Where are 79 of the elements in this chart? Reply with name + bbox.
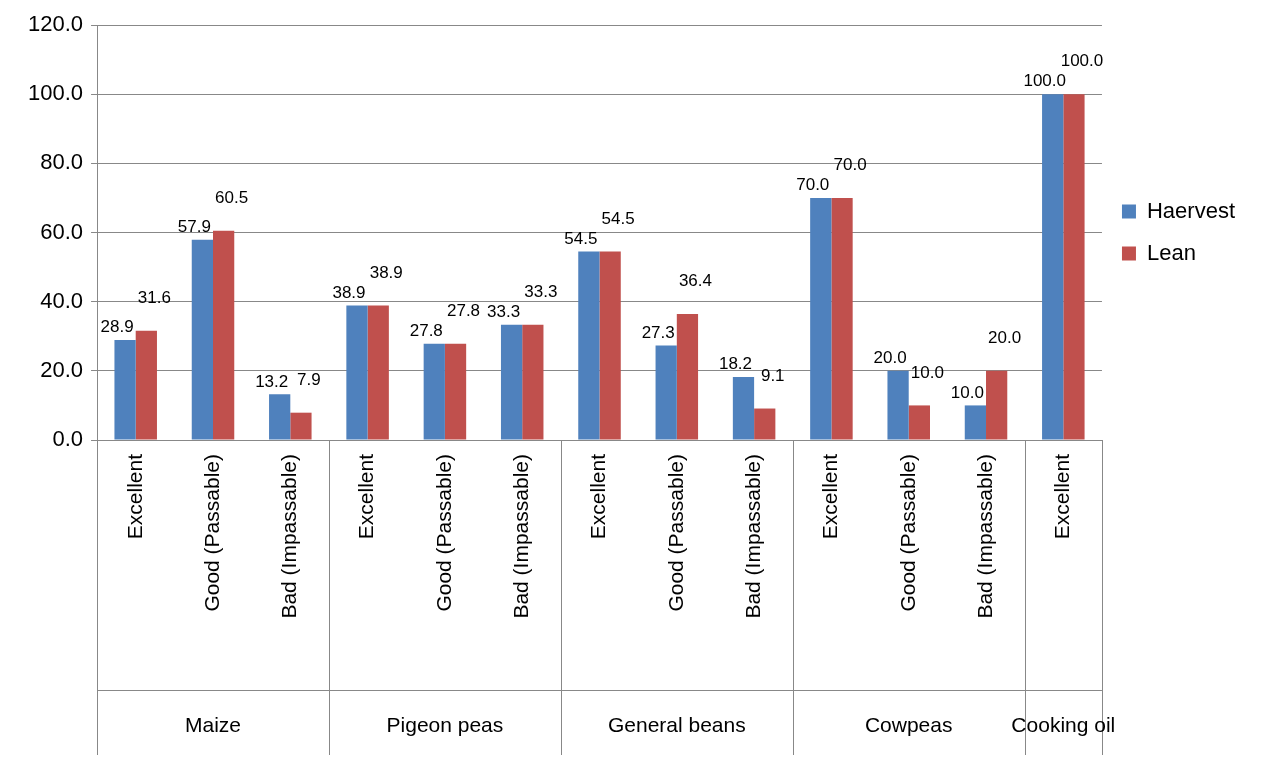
data-label: 100.0 [1023,71,1066,91]
data-label: 10.0 [910,362,944,382]
x-tick-label: Good (Passable) [199,454,223,612]
data-label: 20.0 [873,348,907,368]
data-label: 7.9 [297,369,321,389]
bar [831,197,853,440]
bar [986,370,1008,440]
text: Pigeon peas [386,712,504,736]
text: Cowpeas [864,712,953,736]
y-tick-label: 120.0 [27,11,84,37]
text: Cooking oil [1011,712,1116,736]
bar [135,330,157,440]
bar [578,251,600,440]
bar [500,324,523,440]
bar [964,405,987,440]
bar [908,405,930,440]
bar [522,324,544,440]
x-tick-label: Bad (Impassable) [509,454,533,619]
data-label: 9.1 [760,365,785,385]
x-tick-label: Bad (Impassable) [277,454,301,619]
y-tick-label: 60.0 [40,218,84,244]
text: General beans [607,712,746,736]
data-label: 33.3 [487,302,521,322]
legend-label: Haervest [1146,197,1236,223]
bar [810,197,832,440]
x-tick-label: Bad (Impassable) [740,454,764,619]
bar [213,230,235,440]
bar [655,345,677,440]
data-label: 20.0 [988,328,1022,348]
x-tick-label: Good (Passable) [431,454,455,612]
text: Maize [184,712,242,736]
x-tick-label: Good (Passable) [895,454,919,612]
data-label: 13.2 [255,371,289,391]
y-tick-label: 0.0 [52,426,84,452]
bar [191,239,214,440]
bar [599,251,621,440]
bar [114,340,136,440]
data-label: 54.5 [564,228,598,248]
x-tick-label: Bad (Impassable) [972,454,996,619]
data-label: 38.9 [332,282,366,302]
bar [423,343,445,440]
data-label: 57.9 [177,216,211,236]
bar [346,305,368,440]
bar [290,412,312,440]
data-label: 100.0 [1060,51,1104,71]
x-tick-label: Good (Passable) [663,454,687,612]
data-label: 10.0 [950,382,984,402]
x-tick-label: Excellent [1050,453,1074,540]
data-label: 60.5 [215,187,249,207]
y-tick-label: 20.0 [40,356,84,382]
x-tick-label: Excellent [586,453,610,540]
data-label: 70.0 [833,155,867,175]
bar [1042,94,1064,440]
data-label: 27.3 [641,322,675,342]
data-label: 31.6 [137,287,171,307]
x-tick-label: Excellent [818,453,842,540]
bar [269,394,291,440]
bar [732,377,755,440]
bar [1063,94,1085,440]
y-tick-label: 100.0 [27,80,84,106]
data-label: 18.2 [718,354,753,374]
bar [676,314,699,440]
y-tick-label: 40.0 [40,287,84,313]
x-tick-label: Excellent [354,453,378,540]
bar [367,305,389,440]
data-label: 27.8 [409,321,443,341]
data-label: 27.8 [446,301,481,321]
data-label: 28.9 [100,317,134,337]
data-label: 36.4 [678,271,712,291]
bar [754,408,776,440]
legend-label: Lean [1146,239,1196,265]
x-tick-label: Excellent [122,453,146,540]
bar [887,370,909,440]
data-label: 54.5 [601,208,635,228]
data-label: 38.9 [369,262,403,282]
data-label: 70.0 [796,175,830,195]
data-label: 33.3 [524,282,558,302]
y-tick-label: 80.0 [40,149,84,175]
bar [444,343,467,440]
